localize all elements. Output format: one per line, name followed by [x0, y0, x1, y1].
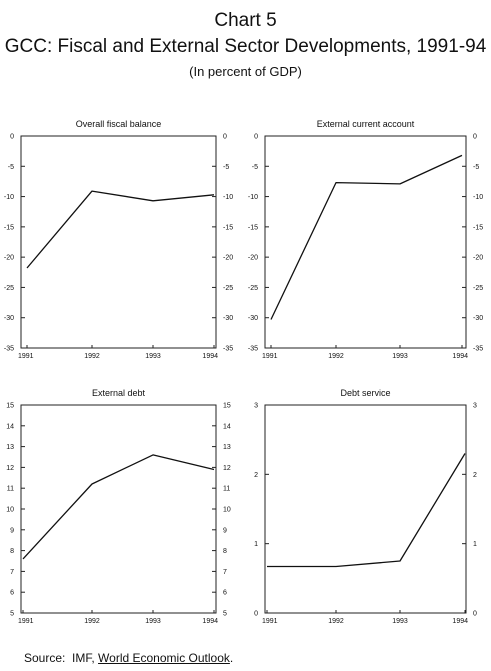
panel-1-y-tick-label-left: -25: [4, 285, 14, 292]
panel-1-x-tick-label: 1993: [145, 353, 161, 360]
panel-1-y-tick-label-left: -35: [4, 346, 14, 353]
panel-3-y-tick-label-left: 12: [6, 465, 14, 472]
panel-3-x-tick-label: 1993: [145, 618, 161, 625]
panel-2-plot-frame: [264, 135, 467, 349]
panel-3-y-tick-label-right: 5: [223, 611, 227, 618]
panel-2-y-tick-label-right: -35: [473, 346, 483, 353]
panel-4-y-tick-label-left: 3: [254, 403, 258, 410]
panel-1-y-tick-label-left: -5: [8, 164, 14, 171]
panel-2-y-tick-label-left: -10: [248, 194, 258, 201]
panel-1-x-tick-label: 1994: [202, 353, 218, 360]
panel-1-y-tick-label-left: -10: [4, 194, 14, 201]
panel-3-y-tick-label-left: 8: [10, 548, 14, 555]
source-end: .: [229, 651, 234, 665]
source-org: IMF,: [72, 651, 95, 665]
panel-2-x-tick-label: 1993: [392, 353, 408, 360]
panel-2-y-tick-label-left: -15: [248, 224, 258, 231]
panel-2-chart-title: External current account: [317, 119, 415, 129]
panel-1-y-tick-label-right: -30: [223, 315, 233, 322]
panel-1-y-tick-label-right: -25: [223, 285, 233, 292]
panel-4-y-tick-label-right: 0: [473, 611, 477, 618]
panel-4-y-tick-label-right: 2: [473, 472, 477, 479]
panel-1-chart-title: Overall fiscal balance: [76, 119, 162, 129]
panel-3-y-tick-label-right: 8: [223, 548, 227, 555]
panel-3-chart-title: External debt: [92, 388, 146, 398]
panel-1-y-tick-label-right: -10: [223, 194, 233, 201]
panel-3-series-line: [22, 454, 215, 560]
panel-3-y-tick-label-right: 12: [223, 465, 231, 472]
panel-2-y-tick-label-left: -35: [248, 346, 258, 353]
panel-4-x-tick-label: 1993: [392, 618, 408, 625]
panel-3-x-tick-label: 1992: [84, 618, 100, 625]
panel-1-y-tick-label-right: -20: [223, 255, 233, 262]
panel-4-x-tick-label: 1991: [262, 618, 278, 625]
panel-2-y-tick-label-right: -10: [473, 194, 483, 201]
panel-3-plot-frame: [20, 404, 217, 614]
panel-2-x-tick-label: 1991: [262, 353, 278, 360]
panel-3-y-tick-label-left: 14: [6, 423, 14, 430]
panel-1-series-line: [26, 190, 215, 269]
panel-1-y-tick-label-right: -5: [223, 164, 229, 171]
panel-1-y-tick-label-left: -20: [4, 255, 14, 262]
panel-3-y-tick-label-left: 15: [6, 403, 14, 410]
panel-2-y-tick-label-right: -15: [473, 224, 483, 231]
panel-1-y-tick-label-left: -15: [4, 224, 14, 231]
panel-2-y-tick-label-left: -20: [248, 255, 258, 262]
panel-4-y-tick-label-left: 0: [254, 611, 258, 618]
panel-4-y-tick-label-right: 3: [473, 403, 477, 410]
source-note: Source: IMF, World Economic Outlook.: [24, 651, 233, 665]
panel-1-y-tick-label-right: -35: [223, 346, 233, 353]
page-subtitle: (In percent of GDP): [189, 64, 302, 79]
panel-4-chart-title: Debt service: [340, 388, 390, 398]
panel-2-x-tick-label: 1994: [452, 353, 468, 360]
panel-1-y-tick-label-left: -30: [4, 315, 14, 322]
panel-4-y-tick-label-right: 1: [473, 541, 477, 548]
panel-2-y-tick-label-left: -5: [252, 164, 258, 171]
panel-3-y-tick-label-right: 10: [223, 507, 231, 514]
panel-1-y-tick-label-right: -15: [223, 224, 233, 231]
panel-4-series-line: [267, 453, 466, 568]
panel-2-y-tick-label-right: -20: [473, 255, 483, 262]
panel-3-y-tick-label-left: 7: [10, 569, 14, 576]
source-label: Source:: [24, 651, 66, 665]
panel-1-x-tick-label: 1991: [18, 353, 34, 360]
panel-2-series-line: [270, 154, 463, 320]
panel-2-y-tick-label-right: 0: [473, 134, 477, 141]
panel-3-y-tick-label-left: 9: [10, 527, 14, 534]
panel-3-y-tick-label-left: 5: [10, 611, 14, 618]
panel-4-y-tick-label-left: 1: [254, 541, 258, 548]
panel-3-y-tick-label-right: 9: [223, 527, 227, 534]
panel-3-x-tick-label: 1991: [18, 618, 34, 625]
panel-3-x-tick-label: 1994: [202, 618, 218, 625]
panel-2-y-tick-label-left: -30: [248, 315, 258, 322]
panel-3-y-tick-label-left: 11: [7, 486, 14, 493]
panel-2-y-tick-label-right: -5: [473, 164, 479, 171]
panel-3-y-tick-label-left: 10: [6, 507, 14, 514]
panel-2-y-tick-label-left: -25: [248, 285, 258, 292]
panel-4-x-tick-label: 1992: [328, 618, 344, 625]
panel-4-x-tick-label: 1994: [452, 618, 468, 625]
panel-3-y-tick-label-left: 13: [6, 444, 14, 451]
panel-3-y-tick-label-right: 7: [223, 569, 227, 576]
chart-number: Chart 5: [214, 10, 277, 31]
panel-3-y-tick-label-right: 15: [223, 403, 231, 410]
panel-3-y-tick-label-right: 13: [223, 444, 231, 451]
panel-3-y-tick-label-right: 14: [223, 423, 231, 430]
panel-1-plot-frame: [20, 135, 217, 349]
panel-1-x-tick-label: 1992: [84, 353, 100, 360]
panel-2-y-tick-label-right: -25: [473, 285, 483, 292]
panel-3-y-tick-label-right: 11: [223, 486, 230, 493]
panel-4-plot-frame: [264, 404, 467, 614]
panel-1-y-tick-label-right: 0: [223, 134, 227, 141]
panel-2-y-tick-label-right: -30: [473, 315, 483, 322]
panel-4-y-tick-label-left: 2: [254, 472, 258, 479]
page-title: GCC: Fiscal and External Sector Developm…: [4, 36, 487, 57]
source-publication: World Economic Outlook: [98, 651, 230, 665]
panel-3-y-tick-label-left: 6: [10, 590, 14, 597]
panel-2-x-tick-label: 1992: [328, 353, 344, 360]
panel-2-y-tick-label-left: 0: [254, 134, 258, 141]
panel-1-y-tick-label-left: 0: [10, 134, 14, 141]
panel-3-y-tick-label-right: 6: [223, 590, 227, 597]
